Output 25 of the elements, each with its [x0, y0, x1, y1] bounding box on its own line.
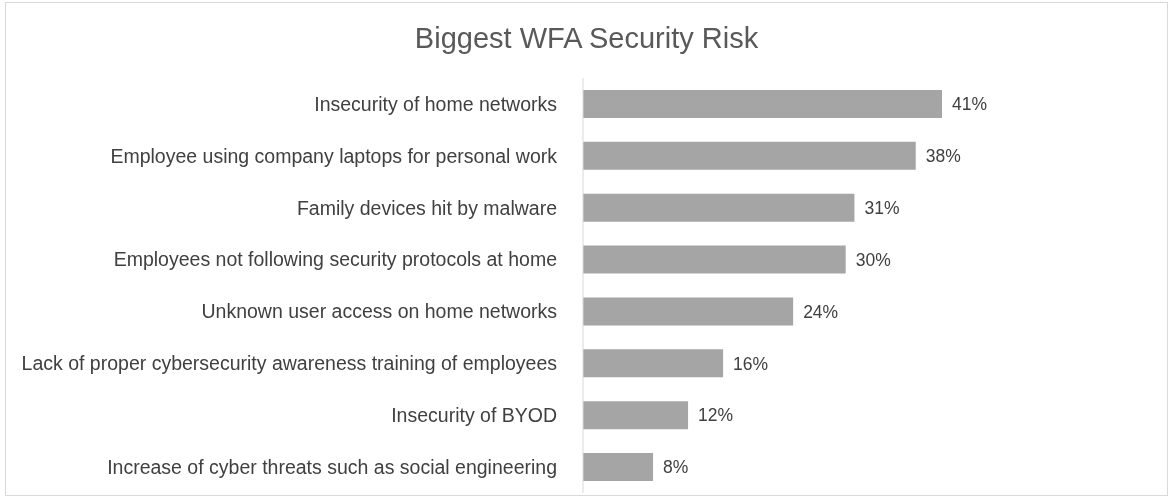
bar	[583, 453, 654, 482]
y-tick-label: Insecurity of BYOD	[391, 404, 557, 427]
y-tick-label: Employee using company laptops for personal work	[110, 144, 558, 167]
bar	[583, 297, 794, 326]
y-tick-label: Unknown user access on home networks	[201, 300, 558, 323]
data-label: 8%	[663, 457, 689, 478]
bar	[583, 89, 942, 118]
data-label: 16%	[733, 353, 769, 374]
bar	[583, 401, 689, 430]
chart-title: Biggest WFA Security Risk	[413, 21, 760, 55]
bar	[583, 141, 916, 170]
data-label: 12%	[698, 405, 734, 426]
y-tick-label: Insecurity of home networks	[314, 92, 558, 115]
bar	[583, 245, 846, 274]
bar	[583, 349, 724, 378]
y-tick-label: Family devices hit by malware	[296, 196, 557, 219]
y-tick-label: Employees not following security protocols at home	[113, 248, 557, 271]
data-label: 41%	[952, 94, 988, 115]
data-label: 38%	[925, 146, 961, 167]
bar	[583, 193, 855, 222]
y-tick-label: Lack of proper cybersecurity awareness training of employees	[21, 352, 558, 375]
data-label: 31%	[864, 197, 900, 218]
data-label: 24%	[803, 301, 839, 322]
y-tick-label: Increase of cyber threats such as social engineering	[107, 455, 557, 478]
data-label: 30%	[855, 249, 891, 270]
